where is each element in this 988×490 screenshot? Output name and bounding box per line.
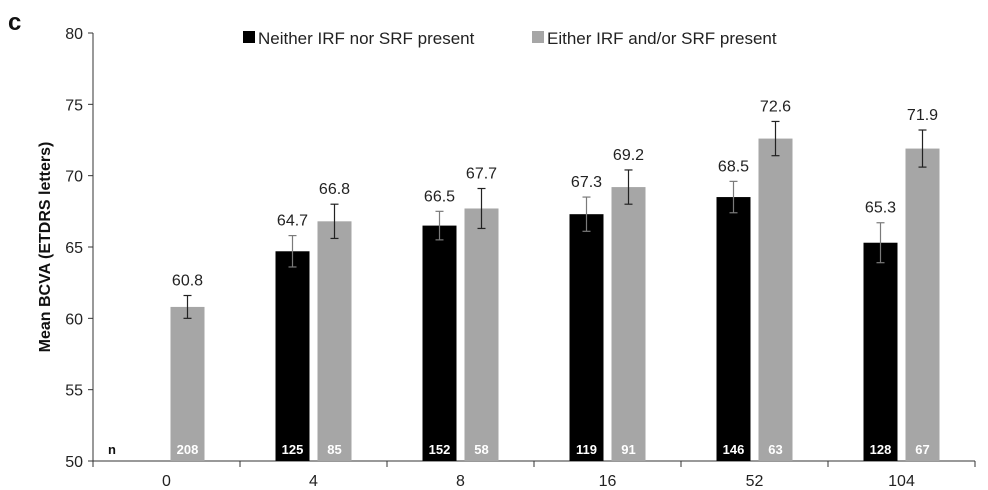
y-tick-label: 50 xyxy=(65,454,83,471)
value-label: 64.7 xyxy=(277,213,308,230)
labels: 60.8 208 64.7 125 66.8 85 66.5 152 67.7 58 67.3 119… xyxy=(172,98,938,457)
n-count-label: 58 xyxy=(474,442,488,457)
bar-neither xyxy=(275,251,310,461)
n-count-label: 85 xyxy=(327,442,341,457)
bar-either xyxy=(170,306,205,461)
y-tick-label: 75 xyxy=(65,97,83,114)
bar-neither xyxy=(863,242,898,461)
axes: 50 55 60 65 70 75 80 0 4 8 16 52 104 xyxy=(65,26,976,490)
n-count-label: 91 xyxy=(621,442,635,457)
bar-neither xyxy=(716,197,751,462)
legend-label-neither: Neither IRF nor SRF present xyxy=(258,29,475,48)
value-label: 69.2 xyxy=(613,147,644,164)
n-count-label: 67 xyxy=(915,442,929,457)
x-tick-label: 4 xyxy=(309,473,318,490)
x-tick-label: 52 xyxy=(746,473,764,490)
legend-swatch-either xyxy=(532,31,544,43)
legend-label-either: Either IRF and/or SRF present xyxy=(547,29,777,48)
y-tick-label: 70 xyxy=(65,169,83,186)
bar-either xyxy=(758,138,793,461)
value-label: 67.7 xyxy=(466,166,497,183)
value-label: 71.9 xyxy=(907,107,938,124)
value-label: 66.8 xyxy=(319,181,350,198)
y-axis-title: Mean BCVA (ETDRS letters) xyxy=(37,142,54,353)
bar-either xyxy=(611,187,646,461)
x-tick-label: 104 xyxy=(888,473,915,490)
legend-swatch-neither xyxy=(243,31,255,43)
legend: Neither IRF nor SRF present Either IRF a… xyxy=(243,29,777,48)
n-count-label: 125 xyxy=(282,442,304,457)
value-label: 68.5 xyxy=(718,158,749,175)
bar-either xyxy=(905,148,940,461)
x-tick-label: 8 xyxy=(456,473,465,490)
bars xyxy=(170,120,940,462)
n-count-label: 119 xyxy=(576,442,597,457)
n-count-label: 128 xyxy=(870,442,892,457)
value-label: 60.8 xyxy=(172,273,203,290)
y-tick-label: 65 xyxy=(65,240,83,257)
bar-either xyxy=(317,221,352,461)
x-tick-label: 0 xyxy=(162,473,171,490)
n-count-label: 208 xyxy=(177,442,199,457)
value-label: 67.3 xyxy=(571,174,602,191)
bar-neither xyxy=(569,214,604,461)
bar-either xyxy=(464,208,499,461)
bar-neither xyxy=(422,225,457,461)
value-label: 65.3 xyxy=(865,200,896,217)
n-count-label: 146 xyxy=(723,442,745,457)
y-tick-label: 60 xyxy=(65,311,83,328)
y-tick-label: 80 xyxy=(65,26,83,43)
value-label: 66.5 xyxy=(424,188,455,205)
y-tick-label: 55 xyxy=(65,383,83,400)
x-tick-label: 16 xyxy=(599,473,617,490)
n-count-label: 63 xyxy=(768,442,782,457)
n-row-marker: n xyxy=(108,442,116,457)
n-count-label: 152 xyxy=(429,442,451,457)
value-label: 72.6 xyxy=(760,98,791,115)
panel-label: c xyxy=(8,9,21,36)
